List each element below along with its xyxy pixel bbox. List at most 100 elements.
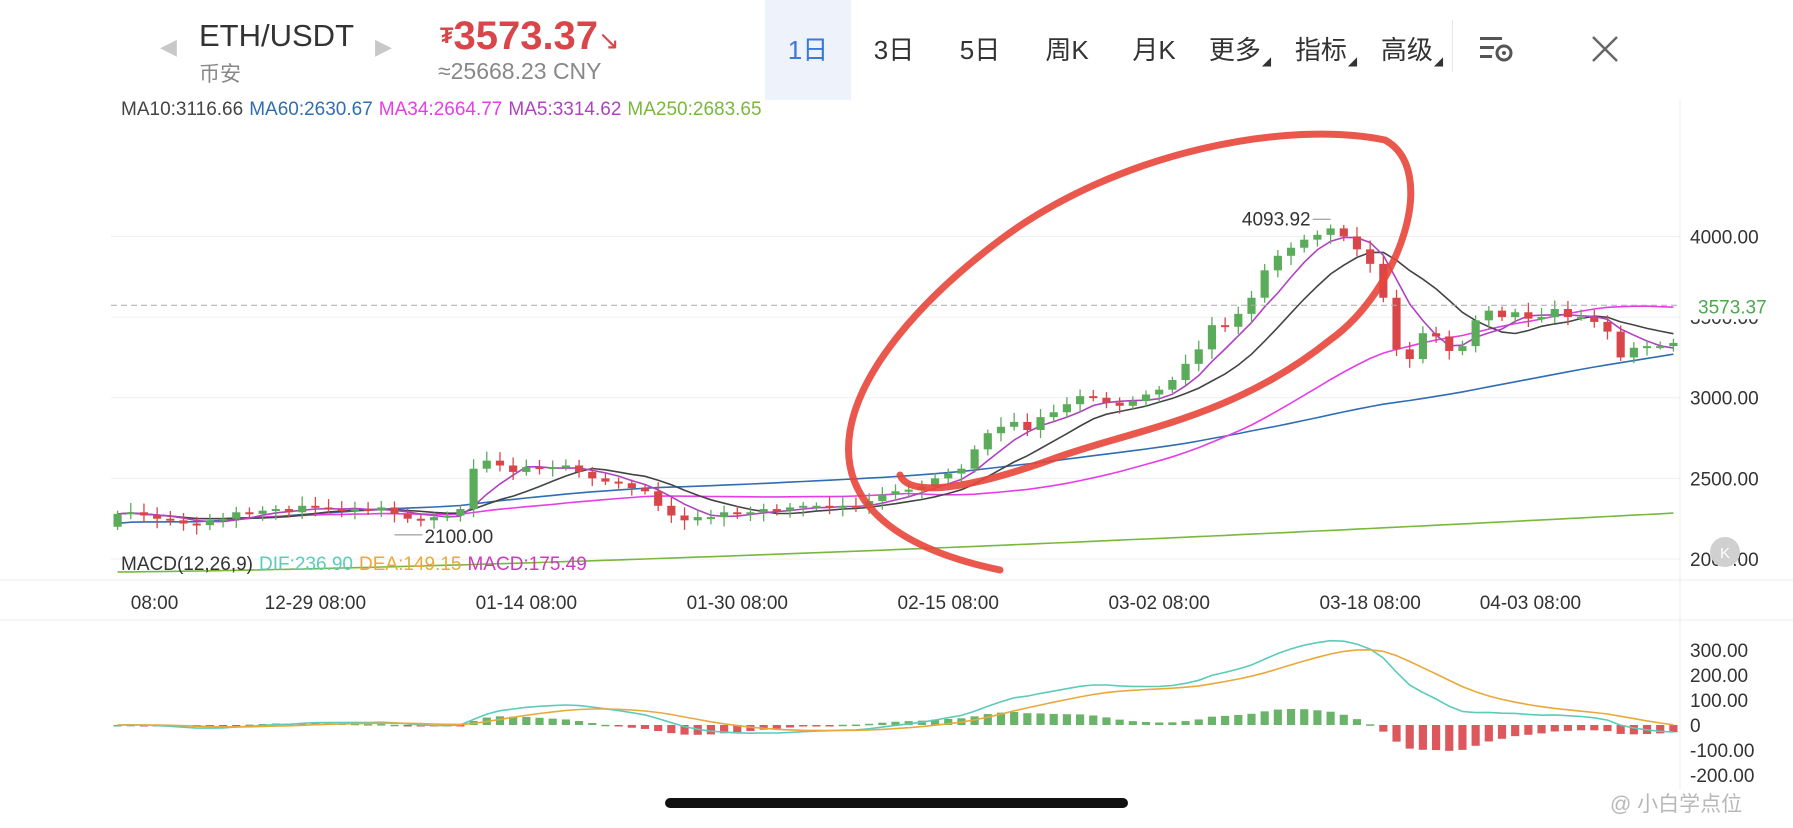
macd-bar: [640, 725, 650, 729]
tab-6[interactable]: 指标◢: [1283, 0, 1369, 100]
tab-4[interactable]: 月K: [1111, 0, 1197, 100]
candle: [1260, 270, 1269, 298]
candle: [1326, 228, 1335, 235]
candle: [1089, 396, 1098, 399]
candle: [601, 478, 610, 482]
candle: [561, 465, 570, 468]
candle: [179, 520, 188, 524]
candle: [1221, 325, 1230, 328]
macd-bar: [1155, 722, 1164, 725]
macd-bar: [654, 725, 663, 732]
candle: [284, 509, 294, 513]
macd-bar: [350, 723, 360, 726]
x-tick-label: 02-15 08:00: [898, 593, 999, 614]
macd-bar: [1524, 725, 1533, 735]
ma-legend: MA10:3116.66 MA60:2630.67 MA34:2664.77 MA5:…: [121, 100, 762, 120]
candle: [1669, 342, 1678, 347]
candle: [1010, 421, 1019, 427]
prev-pair-arrow-icon[interactable]: ◀: [160, 34, 177, 59]
candle: [693, 517, 702, 521]
candle: [153, 515, 162, 519]
tab-2[interactable]: 5日: [937, 0, 1023, 100]
candle: [126, 512, 135, 515]
macd-bar: [1352, 719, 1362, 725]
tab-5[interactable]: 更多◢: [1197, 0, 1283, 100]
candle: [1642, 346, 1652, 349]
candle: [970, 449, 979, 469]
tab-7[interactable]: 高级◢: [1369, 0, 1455, 100]
macd-bar: [1300, 709, 1309, 725]
candle: [799, 505, 808, 508]
current-price-label: 3573.37: [1698, 297, 1767, 318]
tab-label: 更多: [1208, 35, 1261, 65]
macd-bar: [1076, 714, 1085, 725]
candle: [469, 468, 478, 510]
macd-bar: [548, 718, 557, 725]
candle: [706, 517, 715, 520]
macd-bar: [1168, 722, 1177, 725]
candle: [245, 512, 254, 515]
candle: [1247, 297, 1256, 314]
macd-bar: [1577, 725, 1586, 731]
macd-bar: [1141, 721, 1151, 725]
macd-bar: [245, 724, 254, 727]
x-tick-label: 01-14 08:00: [476, 593, 577, 614]
macd-bar: [891, 721, 900, 725]
macd-bar: [561, 719, 570, 725]
macd-bar: [205, 725, 214, 727]
annotation-circle: [845, 130, 1415, 574]
candle: [930, 478, 940, 487]
candle: [456, 509, 465, 516]
macd-bar: [1616, 725, 1625, 734]
candle: [548, 467, 557, 470]
macd-bar: [1286, 708, 1296, 725]
macd-bar: [838, 724, 847, 727]
tab-3[interactable]: 周K: [1023, 0, 1111, 100]
macd-bar: [930, 719, 940, 725]
y-tick-label: 4000.00: [1690, 227, 1759, 248]
tab-label: 1日: [787, 35, 829, 65]
x-tick-label: 01-30 08:00: [687, 593, 788, 614]
price-cny: ≈25668.23 CNY: [438, 58, 602, 84]
candle: [1366, 249, 1375, 264]
home-indicator[interactable]: [665, 798, 1128, 808]
macd-bar: [364, 724, 373, 726]
x-tick-label: 12-29 08:00: [265, 593, 366, 614]
macd-bar: [1234, 714, 1243, 725]
candle: [1497, 310, 1507, 318]
candle: [495, 460, 505, 466]
header-divider: [1452, 20, 1453, 72]
next-pair-arrow-icon[interactable]: ▶: [375, 34, 392, 59]
candle: [1431, 333, 1441, 337]
kline-chart[interactable]: MA10:3116.66 MA60:2630.67 MA34:2664.77 MA5:…: [0, 100, 1793, 800]
macd-bar: [1339, 714, 1348, 725]
macd-bar: [1207, 716, 1217, 725]
tab-0[interactable]: 1日: [765, 0, 851, 100]
candle: [1286, 247, 1296, 256]
candle: [654, 491, 663, 506]
candle: [482, 460, 491, 469]
macd-bar: [1128, 721, 1137, 725]
macd-bar: [1484, 725, 1493, 742]
macd-bar: [614, 725, 623, 727]
candle: [878, 494, 887, 501]
candle: [429, 517, 439, 521]
chart-settings-icon[interactable]: [1478, 34, 1514, 64]
candle: [996, 426, 1006, 434]
macd-bar: [1458, 725, 1467, 750]
candle: [1339, 228, 1348, 237]
candle: [1603, 321, 1612, 332]
tab-1[interactable]: 3日: [851, 0, 937, 100]
macd-value-label: MACD:175.49: [467, 554, 586, 575]
candle: [667, 505, 676, 516]
macd-bar: [1273, 709, 1282, 725]
candle: [205, 520, 214, 526]
close-icon[interactable]: [1590, 34, 1620, 64]
ma250-line: [117, 512, 1674, 573]
candle: [574, 465, 584, 472]
candle: [337, 509, 346, 512]
watermark: @ 小白学点位: [1610, 793, 1743, 816]
tab-label: 5日: [959, 35, 1001, 65]
macd-bar: [1115, 719, 1124, 725]
candle: [746, 512, 755, 515]
